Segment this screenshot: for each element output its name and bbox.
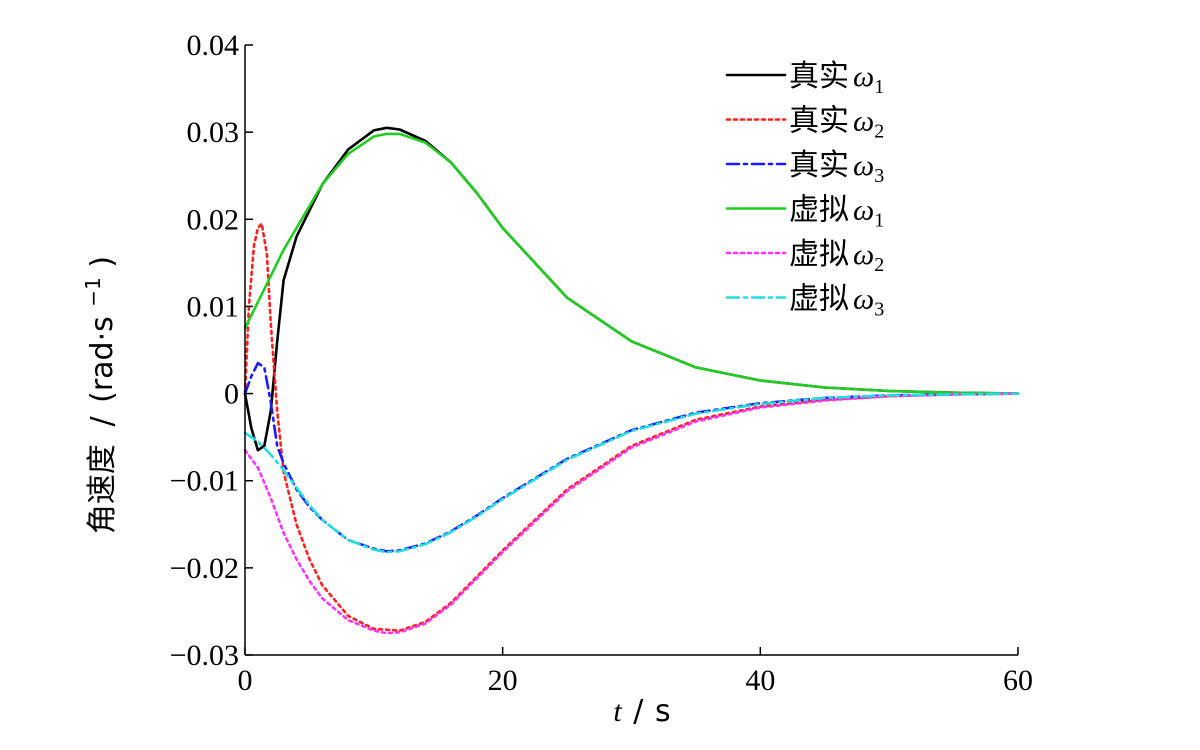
x-tick-label: 0 xyxy=(238,664,253,697)
legend-label: 虚拟 ω2 xyxy=(789,237,884,276)
series-layer xyxy=(243,126,1020,635)
legend-item-1: 真实 ω1 xyxy=(725,59,884,98)
legend-item-4: 虚拟 ω1 xyxy=(725,193,884,232)
legend-item-6: 虚拟 ω3 xyxy=(725,282,884,321)
y-tick-label: −0.02 xyxy=(170,552,239,585)
legend-item-5: 虚拟 ω2 xyxy=(725,237,884,276)
y-tick-label: 0.04 xyxy=(187,29,240,62)
x-axis-title-var: t xyxy=(613,695,622,728)
series-line-6 xyxy=(243,392,1020,554)
y-tick-label: 0.02 xyxy=(187,203,240,236)
legend-label: 真实 ω2 xyxy=(789,104,884,143)
legend: 真实 ω1 真实 ω2 真实 ω3 虚拟 ω1 虚拟 ω2 虚拟 ω3 xyxy=(725,59,884,321)
x-axis-title-unit: s xyxy=(655,694,671,729)
y-tick-label: 0.01 xyxy=(187,290,240,323)
series-line-5 xyxy=(243,392,1020,635)
axes-layer xyxy=(244,45,1018,656)
x-tick-label: 60 xyxy=(1003,664,1033,697)
legend-label: 真实 ω3 xyxy=(789,148,884,187)
tick-layer: −0.03 −0.02 −0.01 0 0.01 0.02 0.03 0.04 0 20 40 60 xyxy=(170,29,1033,697)
y-axis-title-exponent: −1 xyxy=(81,277,105,306)
x-tick-label: 40 xyxy=(745,664,775,697)
y-tick-label: −0.03 xyxy=(170,639,239,672)
y-tick-label: −0.01 xyxy=(170,465,239,498)
legend-label: 真实 ω1 xyxy=(789,59,884,98)
y-axis-title: 角速度 / (rad·s −1 ) xyxy=(73,256,120,534)
x-tick-label: 20 xyxy=(488,664,518,697)
series-line-2 xyxy=(243,222,1020,632)
series-line-4 xyxy=(243,132,1020,395)
y-tick-label: 0 xyxy=(224,378,239,411)
y-axis-title-unit: (rad·s xyxy=(85,316,120,403)
y-tick-label: 0.03 xyxy=(187,116,240,149)
legend-item-3: 真实 ω3 xyxy=(725,148,884,187)
x-axis-title: t / s xyxy=(613,694,670,729)
legend-label: 虚拟 ω1 xyxy=(789,193,884,232)
y-axis-title-main: 角速度 xyxy=(85,444,120,534)
y-axis-title-close: ) xyxy=(85,256,120,268)
legend-item-2: 真实 ω2 xyxy=(725,104,884,143)
legend-label: 虚拟 ω3 xyxy=(789,282,884,321)
